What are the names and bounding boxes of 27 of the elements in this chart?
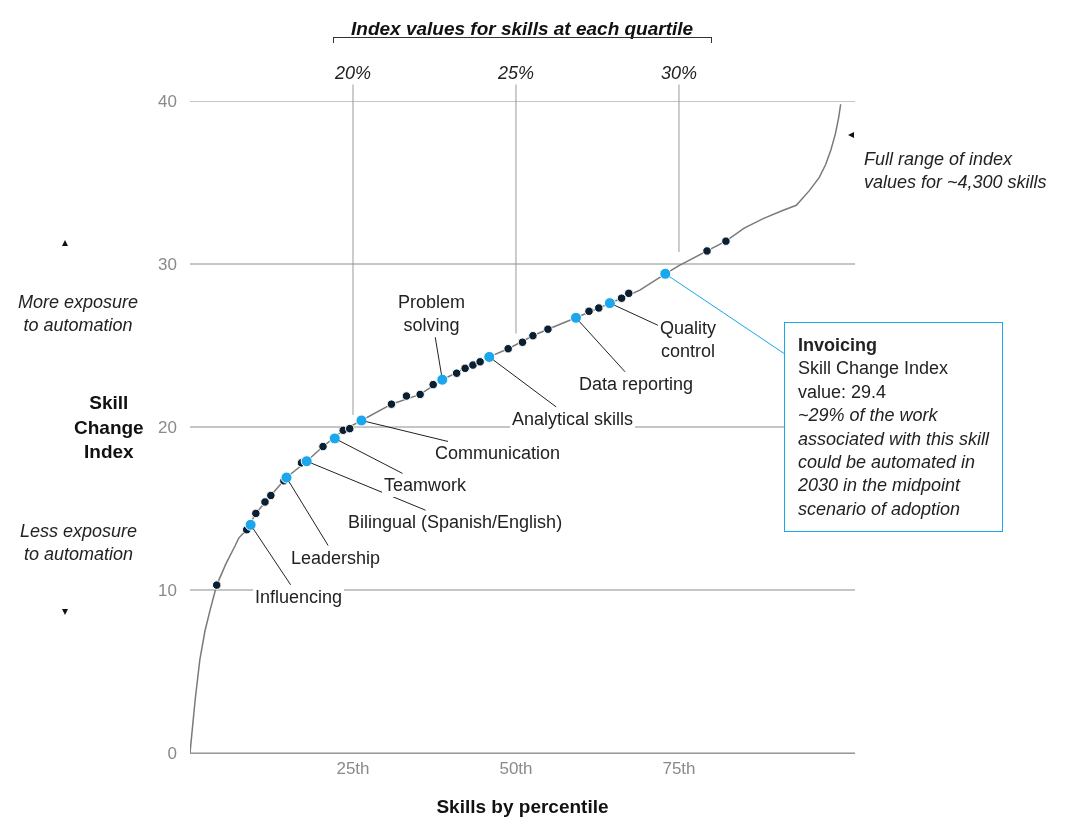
annotation: Problem solving: [398, 292, 466, 336]
y-tick-label: 0: [167, 743, 177, 763]
annotation: Data reporting: [579, 374, 694, 394]
annotation: Influencing: [255, 587, 343, 607]
annotation: Teamwork: [384, 475, 468, 495]
annotation: 20%: [334, 63, 372, 83]
x2-axis-title: Index values for skills at each quartile: [351, 18, 694, 39]
x-tick-label: 50th: [499, 759, 533, 779]
annotation: Quality control: [660, 318, 717, 362]
y-axis-title: Skill Change Index: [74, 392, 144, 463]
text: Full range of index values for ~4,300 skills: [864, 149, 1047, 193]
x-tick-label: 25th: [336, 759, 370, 779]
annotation: Analytical skills: [512, 409, 634, 429]
x-tick-label: 75th: [662, 759, 696, 779]
x-axis-title: Skills by percentile: [436, 796, 609, 818]
annotation: Leadership: [291, 548, 381, 568]
annotation: 30%: [661, 63, 698, 83]
annotation: Invoicing Skill Change Index value: 29.4 ~29% of the work associated with this skill could be automated in 2030 in the midpoint scenario of adoption: [797, 335, 991, 519]
y-tick-label: 10: [158, 580, 177, 600]
text: More exposure to automation: [18, 292, 139, 336]
annotation: Bilingual (Spanish/English): [348, 512, 563, 532]
y-tick-label: 40: [158, 91, 177, 111]
text: Less exposure to automation: [20, 521, 138, 565]
y-tick-label: 30: [158, 254, 177, 274]
annotation: 25%: [497, 63, 535, 83]
y-tick-label: 20: [158, 417, 177, 437]
annotation: Communication: [435, 443, 561, 463]
